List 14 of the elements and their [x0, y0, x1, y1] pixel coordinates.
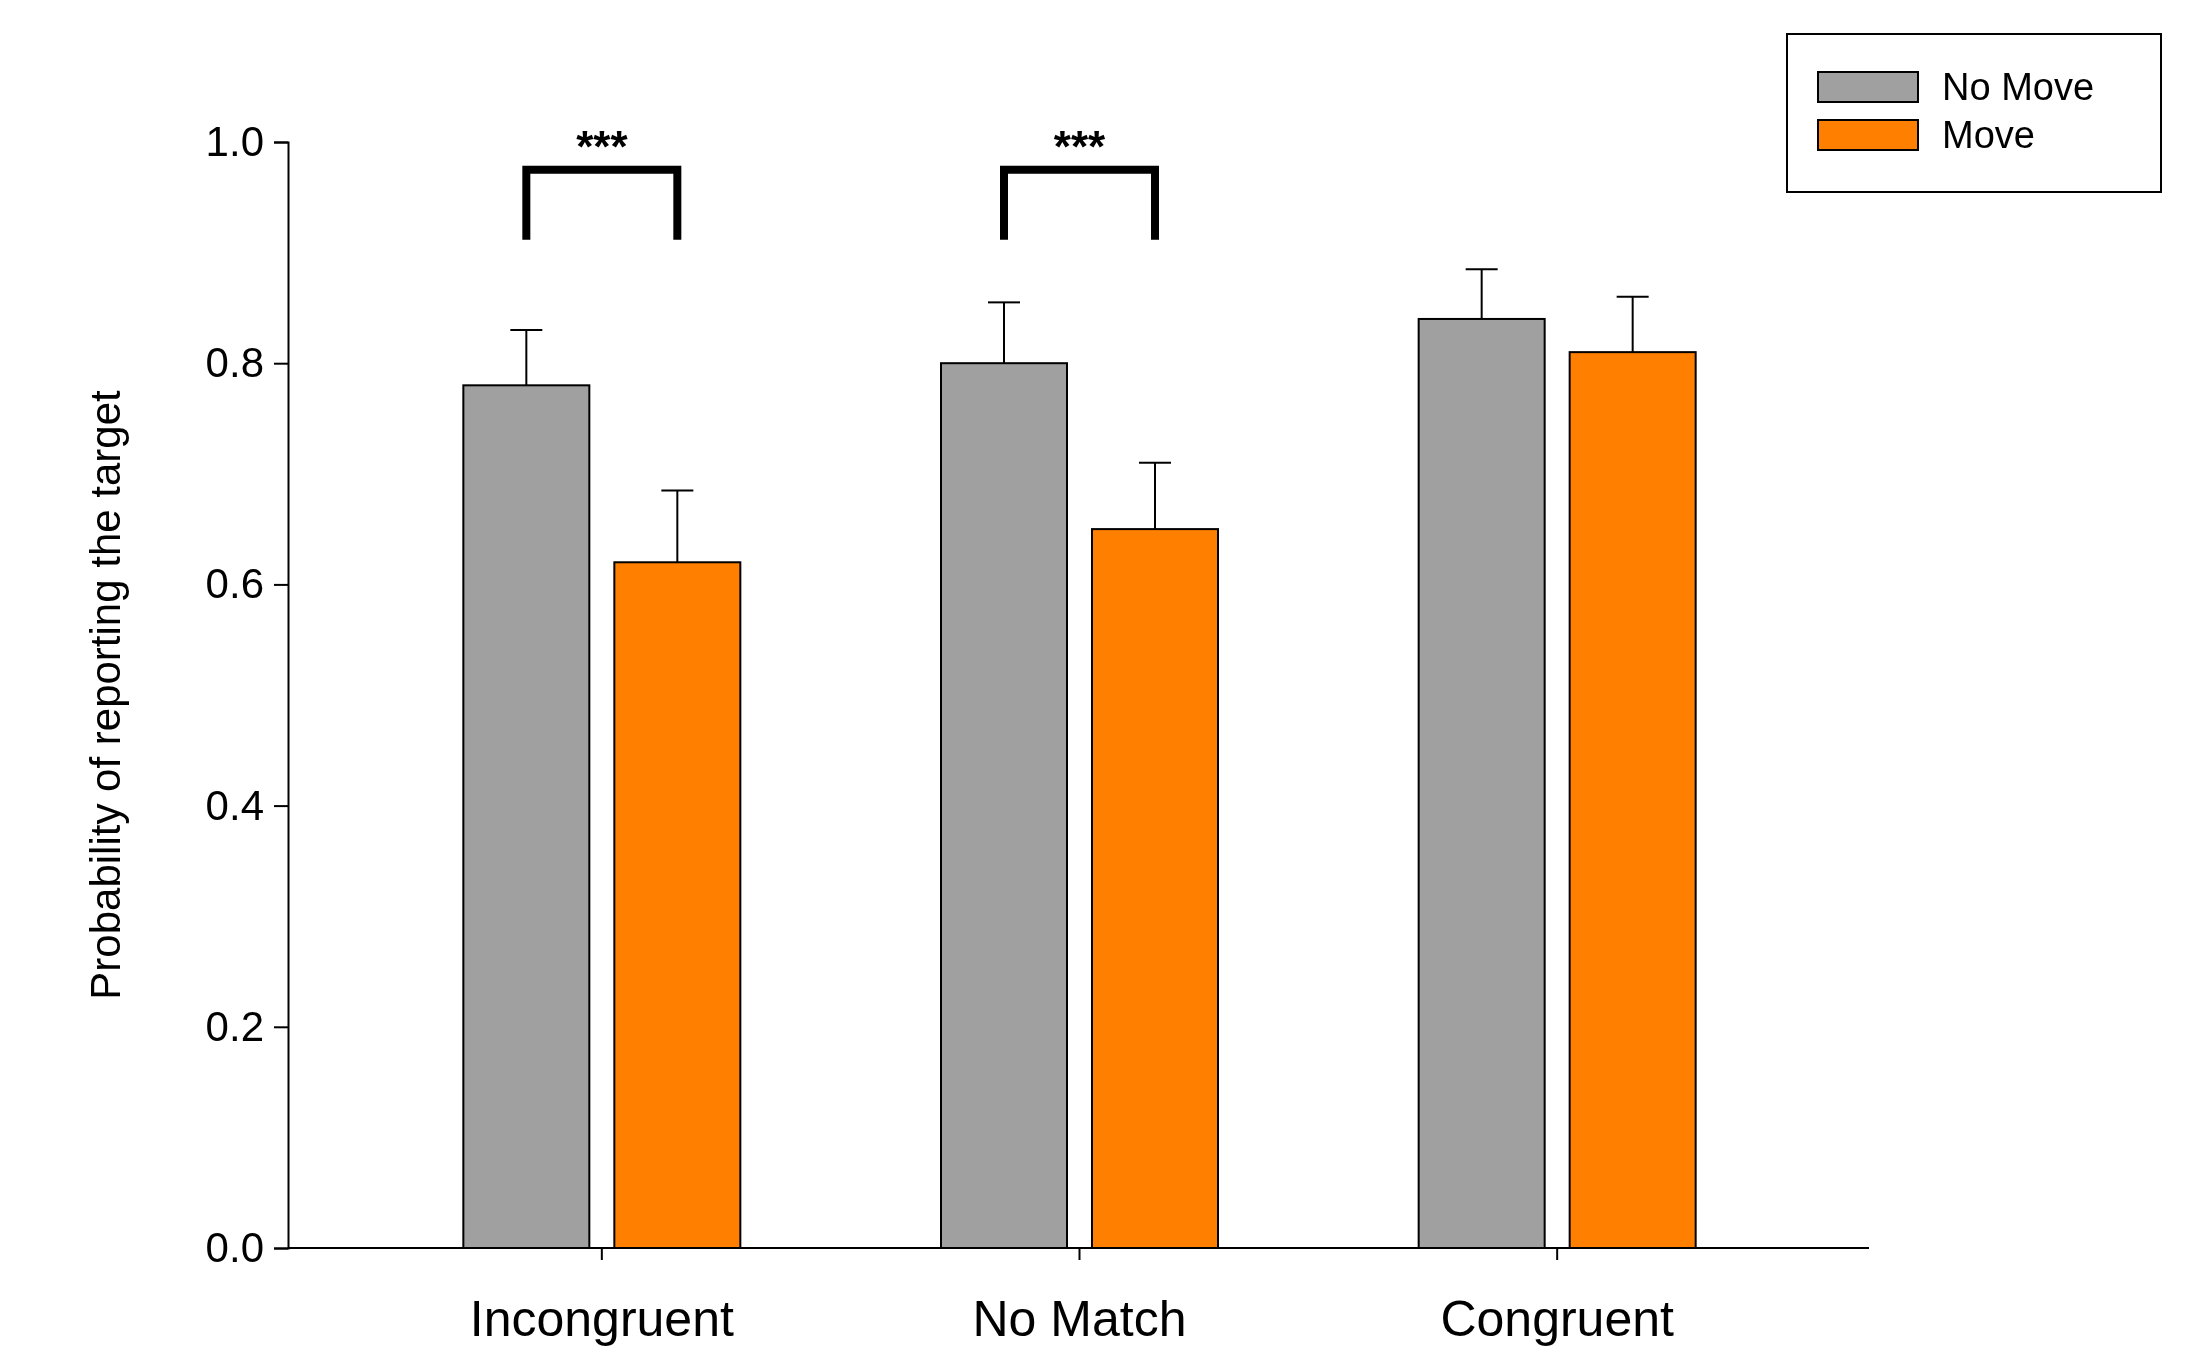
annotation: *** [1053, 121, 1107, 171]
x-tick-label: No Match [972, 1290, 1187, 1347]
x-tick-label: Incongruent [469, 1290, 734, 1347]
x-tick-label: Congruent [1440, 1290, 1675, 1347]
annotation: *** [576, 121, 629, 171]
legend-label: No Move [1942, 66, 2095, 108]
y-tick-label: 1.0 [205, 117, 264, 165]
y-tick-label: 0.4 [205, 781, 264, 829]
legend-label: Move [1942, 114, 2035, 156]
y-tick-label: 0.2 [205, 1002, 264, 1050]
y-tick-label: 0.6 [205, 560, 264, 608]
y-tick-label: 0.0 [205, 1223, 264, 1271]
y-axis-title: Probability of reporting the target [82, 390, 129, 1000]
y-tick-label: 0.8 [205, 339, 264, 387]
